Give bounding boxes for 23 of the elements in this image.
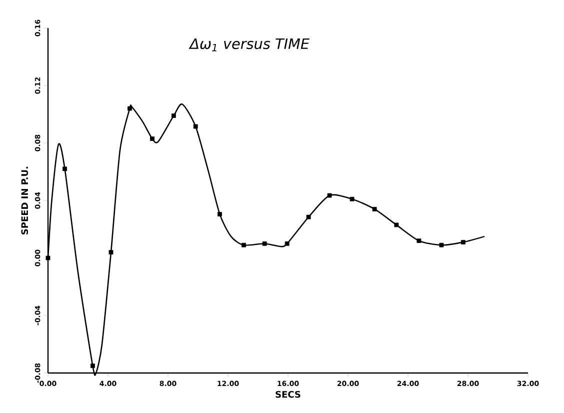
point	[108, 250, 114, 254]
point	[193, 124, 198, 129]
point	[218, 212, 222, 216]
y-axis-title: SPEED IN P.U.	[21, 166, 28, 234]
point	[350, 196, 354, 202]
x-axis-title: SECS	[276, 390, 300, 398]
point	[306, 214, 311, 220]
point	[90, 364, 95, 368]
point	[242, 242, 246, 248]
point	[284, 241, 290, 246]
point	[416, 238, 422, 243]
point	[62, 166, 68, 172]
text: Δω$_{1}$ versus TIME	[188, 38, 310, 52]
point	[439, 242, 444, 248]
point	[327, 193, 332, 198]
point	[172, 113, 176, 118]
point	[461, 240, 466, 244]
point	[128, 106, 132, 111]
point	[262, 241, 267, 246]
point	[394, 222, 399, 228]
point	[150, 136, 154, 141]
point	[46, 256, 50, 260]
point	[372, 206, 377, 212]
